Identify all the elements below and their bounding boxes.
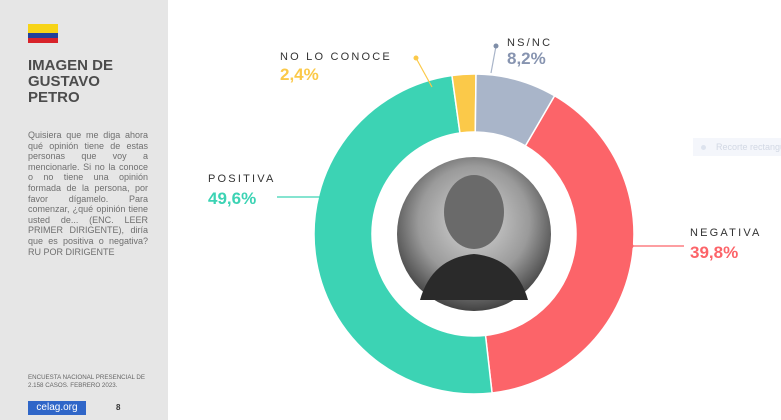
slice-negativa — [484, 94, 635, 394]
label-positiva: POSITIVA 49,6% — [208, 173, 331, 208]
source-note: ENCUESTA NACIONAL PRESENCIAL DE 2.158 CA… — [28, 374, 146, 389]
label-negativa: NEGATIVA 39,8% — [628, 227, 762, 262]
label-no-lo-conoce: NO LO CONOCE 2,4% — [280, 51, 433, 88]
slice-ns-nc — [474, 73, 556, 147]
leader-dot-nsnc — [493, 43, 499, 49]
colombia-flag-icon — [28, 24, 58, 43]
page-number: 8 — [116, 403, 121, 412]
snip-tool-label: Recorte rectangular — [716, 142, 781, 152]
leader-dot-negativa — [628, 243, 634, 249]
slice-value-no-lo-conoce: 2,4% — [280, 65, 319, 84]
slice-label-positiva: POSITIVA — [208, 173, 276, 185]
page-title: IMAGEN DE GUSTAVO PETRO — [28, 57, 114, 106]
donut-slices — [313, 73, 635, 395]
question-text: Quisiera que me diga ahora qué opinión t… — [28, 130, 148, 257]
flag-stripe-red — [28, 38, 58, 43]
slice-value-positiva: 49,6% — [208, 189, 256, 208]
slice-label-nsnc: NS/NC — [507, 37, 552, 49]
flag-stripe-blue — [28, 33, 58, 38]
slice-label-negativa: NEGATIVA — [690, 227, 762, 239]
slice-value-nsnc: 8,2% — [507, 49, 546, 68]
slice-value-negativa: 39,8% — [690, 243, 738, 262]
snip-tool-button[interactable]: Recorte rectangular — [693, 138, 781, 156]
leader-line-nsnc — [490, 45, 497, 74]
celag-logo: celag.org — [28, 401, 86, 415]
snip-dot-icon — [701, 145, 706, 151]
sidebar: IMAGEN DE GUSTAVO PETRO Quisiera que me … — [0, 0, 168, 420]
portrait-head — [444, 175, 504, 249]
flag-stripe-yellow — [28, 24, 58, 33]
portrait-shoulders — [420, 254, 528, 300]
leader-dot-no-lo-conoce — [413, 55, 419, 61]
leader-dot-positiva — [325, 194, 331, 200]
label-nsnc: NS/NC 8,2% — [490, 37, 552, 74]
slice-positiva — [313, 74, 493, 395]
slice-label-no-lo-conoce: NO LO CONOCE — [280, 51, 392, 63]
leader-line-no-lo-conoce — [415, 57, 433, 88]
